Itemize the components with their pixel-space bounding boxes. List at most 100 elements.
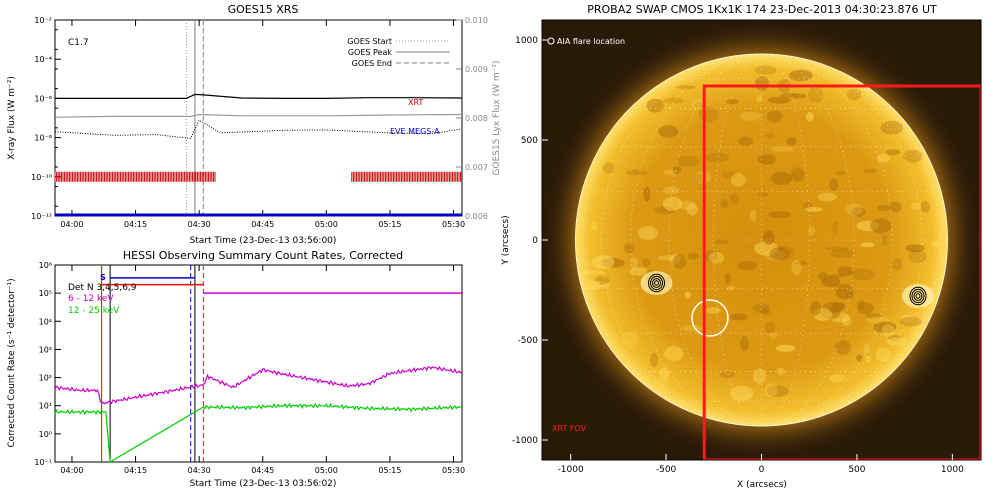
swap-longitude-line <box>761 53 923 427</box>
swap-disk-texture <box>771 146 794 152</box>
goes-legend: GOES Start GOES Peak GOES End <box>347 37 450 68</box>
swap-disk-texture <box>704 250 718 263</box>
swap-disk-texture <box>767 96 791 104</box>
swap-disk-texture <box>719 371 735 379</box>
swap-disk-texture <box>830 248 854 259</box>
hessi-marker-s: S <box>100 273 106 282</box>
swap-disk-texture <box>595 282 610 288</box>
swap-disk-texture <box>820 308 841 319</box>
swap-disk-texture <box>766 385 790 397</box>
swap-disk-texture <box>776 344 796 352</box>
swap-disk-texture <box>885 149 901 156</box>
swap-disk-texture <box>752 303 771 314</box>
swap-ytick-label: 0 <box>532 236 538 246</box>
hessi-mid-band-line <box>54 402 463 463</box>
swap-disk-texture <box>676 155 700 167</box>
swap-heliographic-grid <box>575 53 948 427</box>
hessi-xtick-label: 04:45 <box>251 466 274 475</box>
swap-disk-texture <box>713 239 729 244</box>
goes-long-flux-line <box>55 93 463 99</box>
goes-ytick-label: 10⁻¹⁰ <box>31 173 52 182</box>
hessi-ylabel: Corrected Count Rate (s⁻¹ detector⁻¹) <box>7 278 17 447</box>
swap-disk-texture <box>791 259 802 275</box>
swap-disk-texture <box>756 94 763 103</box>
swap-disk-texture <box>905 244 925 253</box>
goes-xtick-label: 04:00 <box>60 220 83 229</box>
swap-disk-texture <box>863 343 870 354</box>
swap-disk-texture <box>757 154 776 165</box>
swap-contour <box>648 273 666 293</box>
swap-legend-label: AIA flare location <box>557 37 625 46</box>
swap-disk-texture <box>693 171 712 184</box>
swap-disk-texture <box>766 110 783 123</box>
swap-disk-texture <box>770 171 793 186</box>
swap-disk-texture <box>842 316 852 326</box>
swap-disk-texture <box>638 226 658 240</box>
swap-disk-texture <box>856 220 879 232</box>
swap-disk-texture <box>900 314 915 323</box>
swap-longitude-line <box>761 53 855 427</box>
swap-ytick-label: 500 <box>521 136 538 146</box>
swap-disk-texture <box>790 167 805 183</box>
hessi-xtick-label: 05:15 <box>378 466 401 475</box>
swap-contour <box>915 293 921 299</box>
swap-disk-texture <box>720 198 729 209</box>
goes-axes: 10⁻² 10⁻⁴ 10⁻⁶ 10⁻⁸ 10⁻¹⁰ 10⁻¹² 0.010 0.009 0.00… <box>31 16 488 229</box>
swap-xtick-label: -1000 <box>558 465 584 475</box>
swap-disk-texture <box>813 307 833 321</box>
hessi-plot-frame <box>54 264 463 463</box>
swap-disk-texture <box>866 313 882 319</box>
goes-xlabel: Start Time (23-Dec-13 03:56:00) <box>190 236 337 246</box>
swap-xlabel: X (arcsecs) <box>737 480 787 490</box>
swap-disk-texture <box>694 102 705 108</box>
swap-disk-texture <box>764 383 778 397</box>
swap-longitude-line <box>582 53 762 427</box>
swap-disk-texture <box>642 258 651 267</box>
goes-lyx-flux-line <box>54 113 463 118</box>
swap-disk-texture <box>708 251 725 264</box>
swap-disk-texture <box>724 273 731 285</box>
swap-disk-texture <box>594 276 610 285</box>
swap-disk-texture <box>779 92 799 98</box>
swap-disk-texture <box>804 207 823 212</box>
swap-disk-texture <box>592 280 601 285</box>
swap-disk-texture <box>672 165 682 175</box>
swap-disk-texture <box>692 173 703 183</box>
goes-xtick-label: 04:45 <box>251 220 274 229</box>
swap-contour <box>650 275 664 291</box>
swap-disk-texture <box>764 249 786 261</box>
hessi-ytick-label: 10³ <box>39 345 52 354</box>
swap-disk-texture <box>686 203 698 216</box>
goes-ytick-label: 10⁻² <box>34 16 52 25</box>
swap-disk-texture <box>676 85 696 90</box>
swap-disk-texture <box>821 276 841 288</box>
swap-disk-texture <box>754 65 777 75</box>
swap-disk-texture <box>586 279 601 290</box>
goes-xtick-label: 04:30 <box>188 220 211 229</box>
swap-disk-texture <box>857 302 874 315</box>
swap-longitude-line <box>668 53 762 427</box>
swap-disk-texture <box>790 93 807 99</box>
swap-disk-texture <box>832 221 839 235</box>
swap-disk-texture <box>817 192 838 202</box>
swap-disk-texture <box>829 178 839 191</box>
swap-disk-texture <box>910 202 922 211</box>
goes-flare-class: C1.7 <box>68 38 89 48</box>
hessi-ytick-label: 10⁵ <box>39 289 52 298</box>
swap-disk-texture <box>877 205 891 212</box>
swap-disk-texture <box>876 153 891 163</box>
hessi-xtick-label: 05:00 <box>315 466 338 475</box>
hessi-det-label: Det N 3,4,5,6,9 <box>68 283 137 293</box>
swap-disk-texture <box>856 299 865 310</box>
swap-disk-texture <box>865 355 872 363</box>
swap-disk-texture <box>687 252 700 260</box>
swap-xrt-fov-box <box>702 84 981 460</box>
goes-xtick-label: 05:15 <box>378 220 401 229</box>
swap-disk-texture <box>768 211 792 219</box>
swap-disk-texture <box>591 255 615 270</box>
goes-ytick-label: 10⁻⁸ <box>34 134 52 143</box>
hessi-ytick-label: 10⁻¹ <box>34 458 52 467</box>
swap-panel: PROBA2 SWAP CMOS 1Kx1K 174 23-Dec-2013 0… <box>501 3 982 490</box>
hessi-title: HESSI Observing Summary Count Rates, Cor… <box>123 249 403 262</box>
